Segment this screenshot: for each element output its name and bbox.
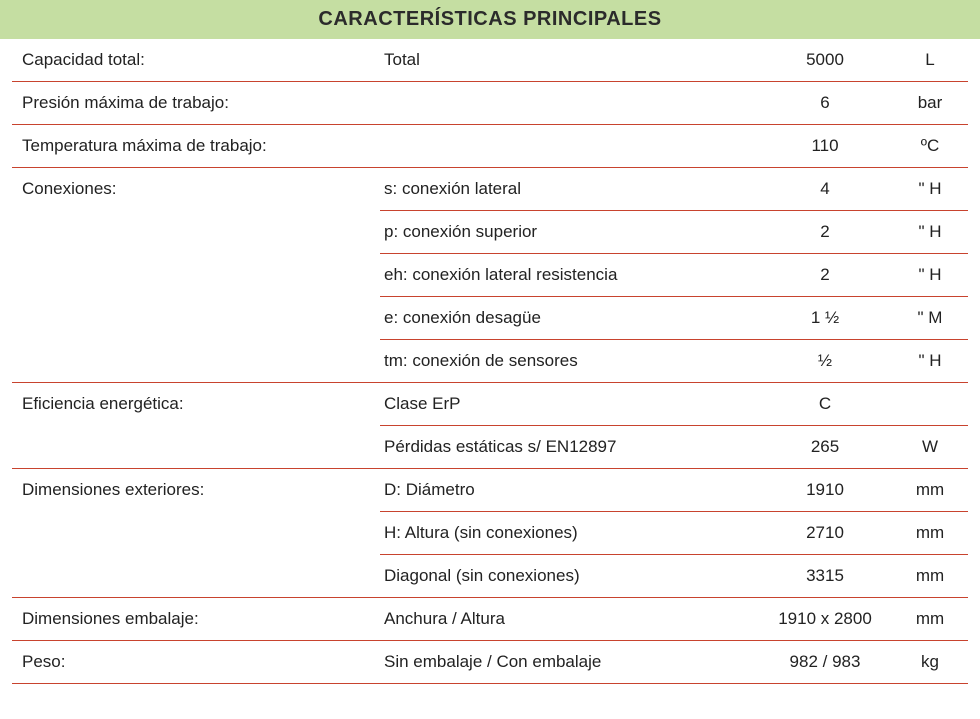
table-row: Pérdidas estáticas s/ EN12897265W xyxy=(0,426,980,468)
row-unit: " M xyxy=(890,308,980,328)
row-unit: mm xyxy=(890,609,980,629)
row-description: Pérdidas estáticas s/ EN12897 xyxy=(380,437,760,457)
row-value: ½ xyxy=(760,351,890,371)
row-description: Clase ErP xyxy=(380,394,760,414)
row-description: D: Diámetro xyxy=(380,480,760,500)
table-row: H: Altura (sin conexiones)2710mm xyxy=(0,512,980,554)
row-unit: mm xyxy=(890,480,980,500)
row-label: Dimensiones exteriores: xyxy=(0,480,380,500)
row-unit: ºC xyxy=(890,136,980,156)
row-label: Dimensiones embalaje: xyxy=(0,609,380,629)
row-description: p: conexión superior xyxy=(380,222,760,242)
row-value: 2710 xyxy=(760,523,890,543)
row-value: 1 ½ xyxy=(760,308,890,328)
spec-table: CARACTERÍSTICAS PRINCIPALES Capacidad to… xyxy=(0,0,980,684)
row-value: 3315 xyxy=(760,566,890,586)
row-description: eh: conexión lateral resistencia xyxy=(380,265,760,285)
row-unit: " H xyxy=(890,351,980,371)
row-divider xyxy=(12,683,968,684)
row-label: Presión máxima de trabajo: xyxy=(0,93,380,113)
table-row: p: conexión superior2" H xyxy=(0,211,980,253)
row-label: Temperatura máxima de trabajo: xyxy=(0,136,380,156)
table-title: CARACTERÍSTICAS PRINCIPALES xyxy=(0,0,980,39)
row-value: 5000 xyxy=(760,50,890,70)
row-label: Eficiencia energética: xyxy=(0,394,380,414)
row-unit: mm xyxy=(890,566,980,586)
row-value: 1910 xyxy=(760,480,890,500)
row-label: Peso: xyxy=(0,652,380,672)
table-row: Diagonal (sin conexiones)3315mm xyxy=(0,555,980,597)
rows-container: Capacidad total:Total5000LPresión máxima… xyxy=(0,39,980,684)
table-row: Temperatura máxima de trabajo: 110ºC xyxy=(0,125,980,167)
table-row: Peso:Sin embalaje / Con embalaje982 / 98… xyxy=(0,641,980,683)
row-description: Sin embalaje / Con embalaje xyxy=(380,652,760,672)
row-value: 2 xyxy=(760,222,890,242)
row-description: Anchura / Altura xyxy=(380,609,760,629)
row-unit: " H xyxy=(890,179,980,199)
row-value: 6 xyxy=(760,93,890,113)
table-row: e: conexión desagüe1 ½" M xyxy=(0,297,980,339)
row-value: 110 xyxy=(760,136,890,156)
table-row: Eficiencia energética:Clase ErPC xyxy=(0,383,980,425)
table-row: Capacidad total:Total5000L xyxy=(0,39,980,81)
row-unit: W xyxy=(890,437,980,457)
table-row: eh: conexión lateral resistencia2" H xyxy=(0,254,980,296)
row-value: 2 xyxy=(760,265,890,285)
row-value: 4 xyxy=(760,179,890,199)
row-description: tm: conexión de sensores xyxy=(380,351,760,371)
table-row: tm: conexión de sensores½" H xyxy=(0,340,980,382)
row-value: C xyxy=(760,394,890,414)
row-unit: L xyxy=(890,50,980,70)
table-row: Dimensiones exteriores:D: Diámetro1910mm xyxy=(0,469,980,511)
row-unit: mm xyxy=(890,523,980,543)
table-row: Presión máxima de trabajo: 6bar xyxy=(0,82,980,124)
table-row: Conexiones:s: conexión lateral4" H xyxy=(0,168,980,210)
row-description: s: conexión lateral xyxy=(380,179,760,199)
row-description: Total xyxy=(380,50,760,70)
row-value: 982 / 983 xyxy=(760,652,890,672)
row-description: e: conexión desagüe xyxy=(380,308,760,328)
row-label: Capacidad total: xyxy=(0,50,380,70)
row-unit: " H xyxy=(890,222,980,242)
row-unit: " H xyxy=(890,265,980,285)
row-unit: bar xyxy=(890,93,980,113)
row-value: 265 xyxy=(760,437,890,457)
row-label: Conexiones: xyxy=(0,179,380,199)
row-value: 1910 x 2800 xyxy=(760,609,890,629)
row-description: Diagonal (sin conexiones) xyxy=(380,566,760,586)
row-unit: kg xyxy=(890,652,980,672)
row-description: H: Altura (sin conexiones) xyxy=(380,523,760,543)
table-row: Dimensiones embalaje:Anchura / Altura191… xyxy=(0,598,980,640)
